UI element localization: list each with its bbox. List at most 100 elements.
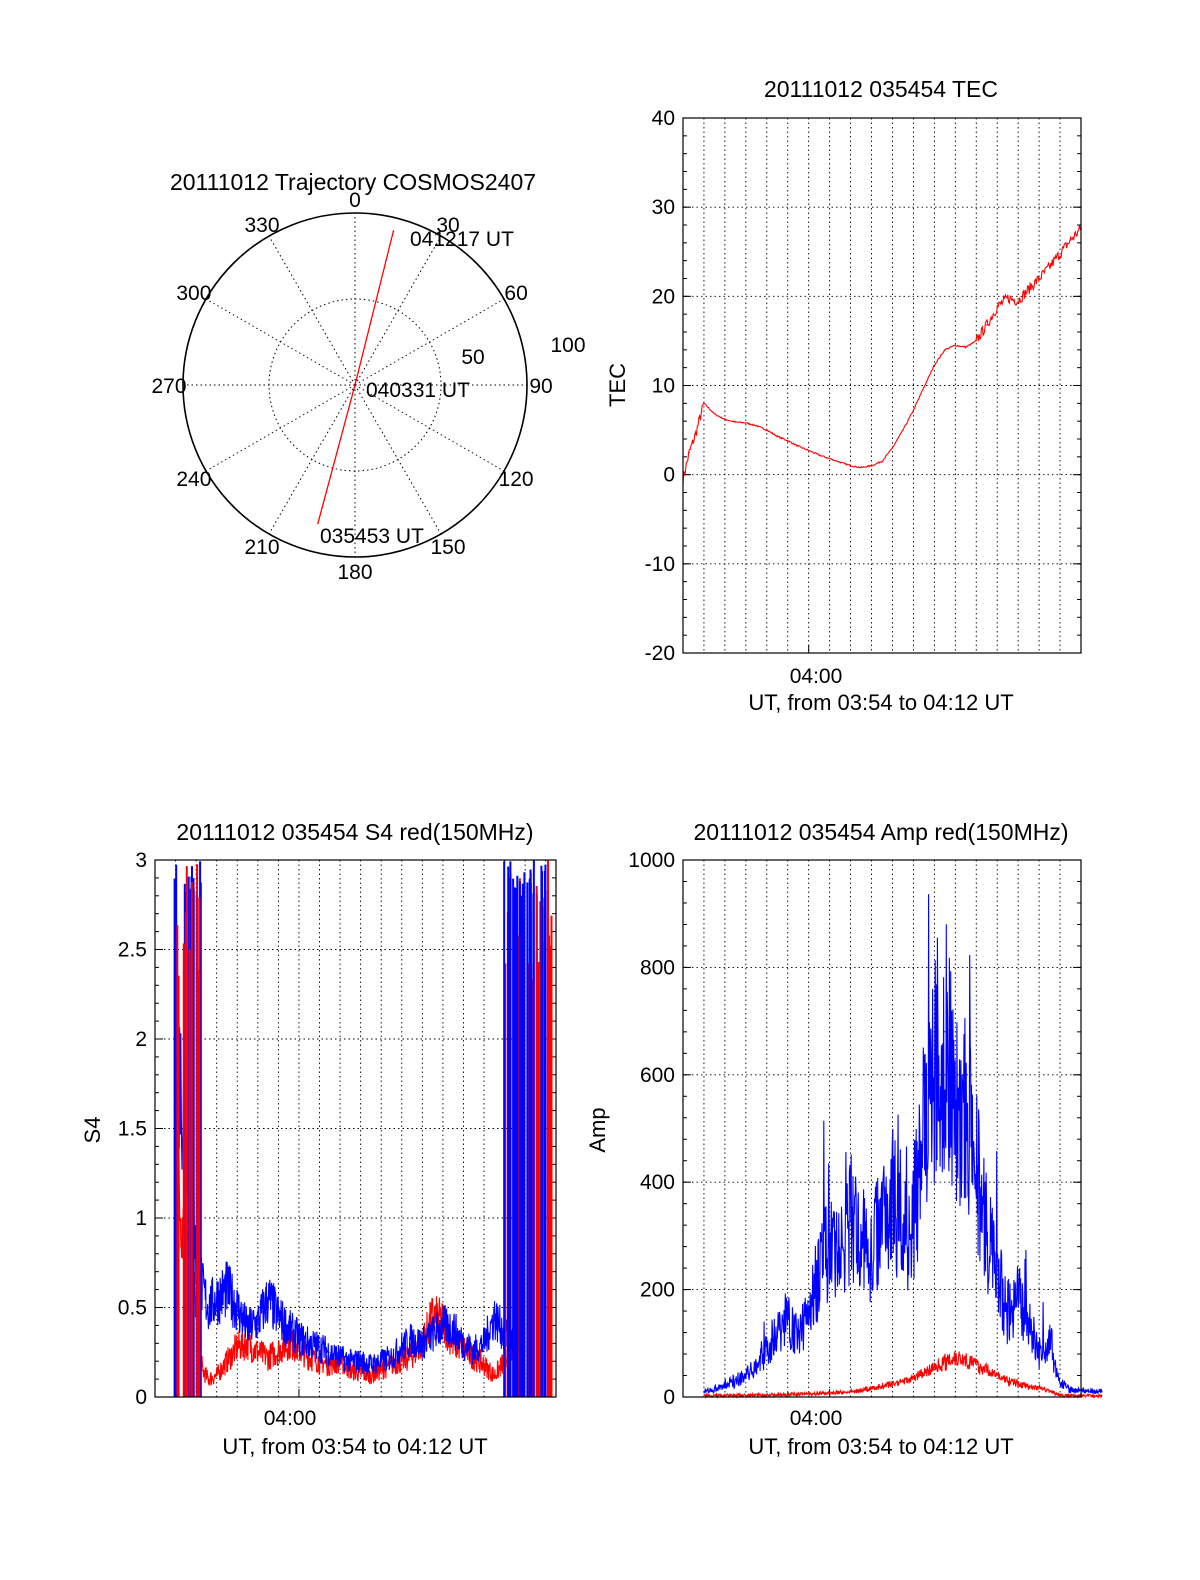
tec-red-point xyxy=(695,433,697,436)
tec-red-point xyxy=(996,306,998,308)
tec-red-point xyxy=(912,409,915,412)
polar-spoke xyxy=(354,235,442,386)
amp-blue-point xyxy=(996,1278,998,1280)
amp-blue-point xyxy=(1007,1310,1009,1312)
amp-y-axis-label: Amp xyxy=(585,1107,610,1152)
tec-red-point xyxy=(1069,239,1072,241)
amp-y-tick-label: 800 xyxy=(640,956,675,979)
amp-blue-point xyxy=(870,1256,873,1258)
amp-blue-point xyxy=(944,1031,946,1033)
amp-blue-point xyxy=(975,1170,977,1173)
s4-blue-point xyxy=(483,1342,485,1344)
tec-red-point xyxy=(713,413,716,415)
s4-red-point xyxy=(432,1315,434,1318)
polar-grid xyxy=(182,212,528,558)
tec-y-tick-label: 40 xyxy=(652,107,675,130)
tec-red-point xyxy=(1017,300,1019,302)
s4-panel: 20111012 035454 S4 red(150MHz) S4 UT, fr… xyxy=(80,819,557,1459)
amp-blue-point xyxy=(1017,1299,1019,1301)
s4-y-tick-label: 3 xyxy=(135,849,147,872)
s4-blue-point xyxy=(226,1289,228,1291)
polar-angle-tick-label: 30 xyxy=(436,214,459,237)
s4-red-point xyxy=(236,1346,238,1348)
tec-red-point xyxy=(954,344,956,346)
polar-angle-tick-label: 270 xyxy=(151,375,186,398)
tec-panel: 20111012 035454 TEC TEC UT, from 03:54 t… xyxy=(605,76,1082,715)
amp-red-point xyxy=(766,1394,768,1396)
s4-y-tick-label: 2 xyxy=(135,1028,147,1051)
s4-blue-point xyxy=(421,1342,423,1344)
polar-trajectory-track xyxy=(317,230,395,525)
amp-red-point xyxy=(933,1366,936,1369)
tec-red-point xyxy=(986,324,988,326)
amp-blue-point xyxy=(776,1332,778,1334)
amp-red-point xyxy=(954,1356,956,1358)
tec-red-point xyxy=(975,340,977,342)
tec-red-point xyxy=(965,346,967,348)
s4-blue-point xyxy=(236,1306,238,1309)
polar-trajectory-point xyxy=(317,522,319,525)
s4-red-point xyxy=(226,1360,228,1362)
s4-red-point xyxy=(483,1364,485,1366)
s4-red-point xyxy=(308,1357,310,1359)
tec-y-tick-label: 20 xyxy=(652,285,675,308)
amp-red-point xyxy=(986,1369,988,1371)
tec-y-tick-label: 0 xyxy=(663,464,675,487)
amp-blue-point xyxy=(1049,1337,1051,1339)
s4-red-point xyxy=(380,1369,382,1371)
tec-plot-frame xyxy=(682,117,1082,654)
s4-blue-point xyxy=(360,1360,362,1362)
amp-red-point xyxy=(787,1393,789,1395)
amp-red-point xyxy=(808,1393,810,1395)
amp-blue-point xyxy=(933,1074,936,1076)
amp-red-point xyxy=(1007,1380,1009,1382)
polar-trajectory-panel: 20111012 Trajectory COSMOS2407 0 30 60 90 12… xyxy=(151,169,585,584)
amp-x-axis-label: UT, from 03:54 to 04:12 UT xyxy=(748,1434,1013,1459)
s4-blue-point xyxy=(267,1297,269,1300)
polar-angle-tick-label: 210 xyxy=(244,536,279,559)
amp-red-point xyxy=(745,1394,747,1396)
s4-red-point xyxy=(207,1378,210,1380)
amp-y-tick-label: 0 xyxy=(663,1386,675,1409)
trajectory-zenith-label: 040331 UT xyxy=(366,379,470,402)
polar-spoke xyxy=(354,298,505,386)
tec-red-point xyxy=(839,461,841,463)
tec-red-point xyxy=(1038,277,1040,280)
amp-blue-point xyxy=(787,1315,789,1318)
tec-title: 20111012 035454 TEC xyxy=(764,76,998,102)
s4-blue-point xyxy=(462,1342,465,1344)
polar-radius-label-50: 50 xyxy=(461,346,484,369)
s4-red-point xyxy=(493,1374,495,1377)
s4-blue-point xyxy=(442,1324,444,1326)
amp-red-point xyxy=(975,1364,977,1366)
tec-red-point xyxy=(850,465,852,467)
tec-red-point xyxy=(776,435,778,437)
tec-red-point xyxy=(766,429,768,431)
polar-angle-tick-label: 240 xyxy=(176,468,211,491)
polar-angle-tick-label: 90 xyxy=(529,375,552,398)
amp-title: 20111012 035454 Amp red(150MHz) xyxy=(693,819,1068,845)
amp-red-point xyxy=(1101,1395,1103,1397)
tec-red-point xyxy=(724,418,726,420)
tec-red-point xyxy=(1028,288,1030,290)
amp-red-point xyxy=(703,1395,705,1397)
polar-angle-tick-label: 60 xyxy=(504,282,527,305)
s4-blue-point xyxy=(216,1297,218,1300)
amp-red-point xyxy=(891,1383,894,1385)
s4-x-axis-label: UT, from 03:54 to 04:12 UT xyxy=(222,1434,487,1459)
amp-red-point xyxy=(1059,1394,1061,1396)
s4-blue-point xyxy=(452,1328,454,1330)
amp-red-point xyxy=(1028,1385,1030,1387)
tec-x-tick-0400: 04:00 xyxy=(790,665,843,688)
s4-y-tick-label: 0.5 xyxy=(118,1297,147,1320)
amp-y-tick-label: 1000 xyxy=(628,849,675,872)
amp-series-red-line xyxy=(703,1351,1103,1400)
s4-series-blue-line xyxy=(175,954,516,1376)
tec-red-point xyxy=(703,402,705,404)
s4-blue-point xyxy=(288,1328,290,1330)
amp-red-point xyxy=(912,1377,915,1379)
polar-spoke xyxy=(205,384,356,472)
s4-blue-point xyxy=(207,1306,210,1309)
amp-plot-frame xyxy=(682,859,1082,1398)
s4-red-point xyxy=(298,1348,300,1350)
